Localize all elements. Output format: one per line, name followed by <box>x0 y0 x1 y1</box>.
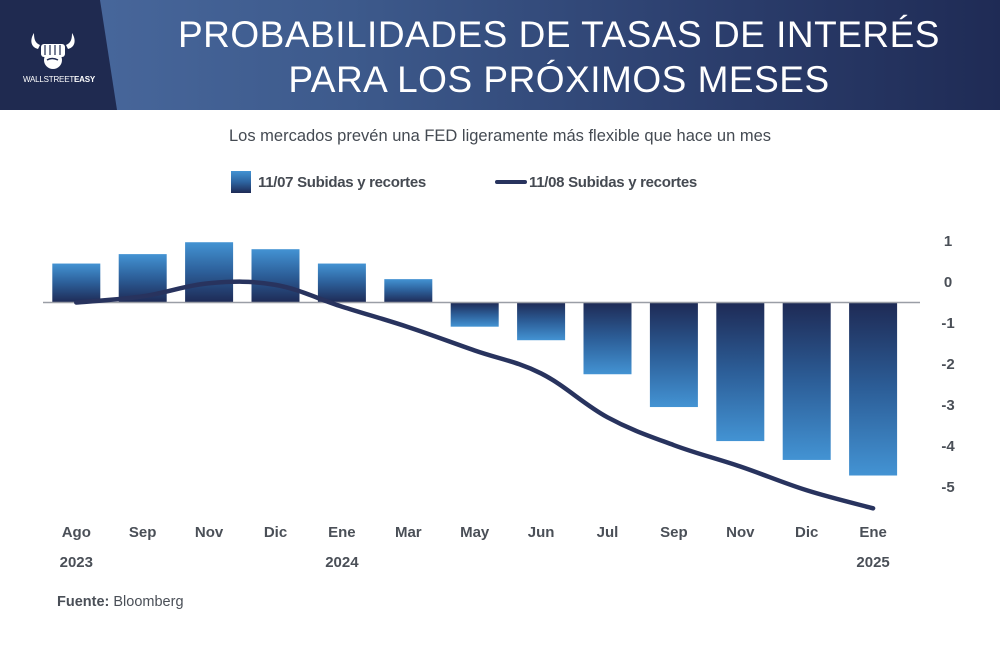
line-series-11-08 <box>74 279 876 511</box>
bar-3 <box>185 242 234 303</box>
x-tick-label: Jun <box>527 524 555 541</box>
bar-5 <box>317 263 366 303</box>
legend-label-bars: 11/07 Subidas y recortes <box>258 173 426 191</box>
y-tick-label: -4 <box>941 438 955 455</box>
x-year-label: 2023 <box>59 554 93 571</box>
bar-4 <box>251 249 300 303</box>
x-tick-label: Mar <box>394 524 422 541</box>
x-tick-label: Jul <box>596 524 619 541</box>
x-tick-label: Ene <box>328 524 356 541</box>
x-tick-label: Dic <box>263 524 288 541</box>
source-label: Fuente: <box>57 594 110 610</box>
x-tick-label: Ene <box>859 524 887 541</box>
chart-plot: 1 0 -1 -2 -3 -4 -5 <box>43 233 955 511</box>
bar-10 <box>649 302 698 408</box>
x-tick-label: Nov <box>194 524 224 541</box>
x-tick-label: May <box>460 524 490 541</box>
x-year-label: 2024 <box>325 554 359 571</box>
legend-bar-swatch <box>231 171 251 193</box>
bar-8 <box>517 302 566 341</box>
chart-subtitle: Los mercados prevén una FED ligeramente … <box>228 127 772 145</box>
legend-item-bars: 11/07 Subidas y recortes <box>231 170 426 194</box>
y-tick-label: -3 <box>941 397 954 414</box>
x-tick-label: Dic <box>795 524 819 541</box>
title-line-1: PROBABILIDADES DE TASAS DE INTERÉS <box>177 14 940 55</box>
y-tick-label: 0 <box>944 274 952 291</box>
brand-logo-text: WALLSTREETEASY <box>14 75 104 84</box>
legend-label-line: 11/08 Subidas y recortes <box>529 173 697 191</box>
x-tick-label: Sep <box>128 524 157 541</box>
legend-line-swatch <box>495 180 527 184</box>
source-value: Bloomberg <box>113 594 184 610</box>
bar-11 <box>716 302 765 442</box>
horned-fist-icon <box>31 33 75 69</box>
brand-bold: EASY <box>74 75 96 84</box>
brand-regular: WALLSTREET <box>22 75 75 84</box>
x-tick-label: Sep <box>660 524 688 541</box>
x-year-label: 2025 <box>856 554 890 571</box>
bar-13 <box>849 302 898 476</box>
bar-12 <box>782 302 831 460</box>
bar-6 <box>384 279 433 303</box>
x-tick-label: Nov <box>726 524 755 541</box>
y-tick-label: 1 <box>944 233 952 250</box>
logo-panel: WALLSTREETEASY <box>0 0 117 110</box>
y-tick-label: -2 <box>941 356 954 373</box>
bar-7 <box>450 302 499 327</box>
source-note: Fuente: Bloomberg <box>57 594 184 610</box>
x-tick-label: Ago <box>61 524 91 541</box>
legend-item-line: 11/08 Subidas y recortes <box>495 170 697 194</box>
chart-legend: 11/07 Subidas y recortes 11/08 Subidas y… <box>0 170 1000 194</box>
title-line-2: PARA LOS PRÓXIMOS MESES <box>288 59 830 100</box>
y-tick-label: -1 <box>941 315 954 332</box>
header-banner: WALLSTREETEASY PROBABILIDADES DE TASAS D… <box>0 0 1000 110</box>
y-tick-label: -5 <box>941 479 954 496</box>
bar-9 <box>583 302 632 375</box>
page-title: PROBABILIDADES DE TASAS DE INTERÉS PARA … <box>118 12 1000 102</box>
bar-1 <box>52 263 101 303</box>
